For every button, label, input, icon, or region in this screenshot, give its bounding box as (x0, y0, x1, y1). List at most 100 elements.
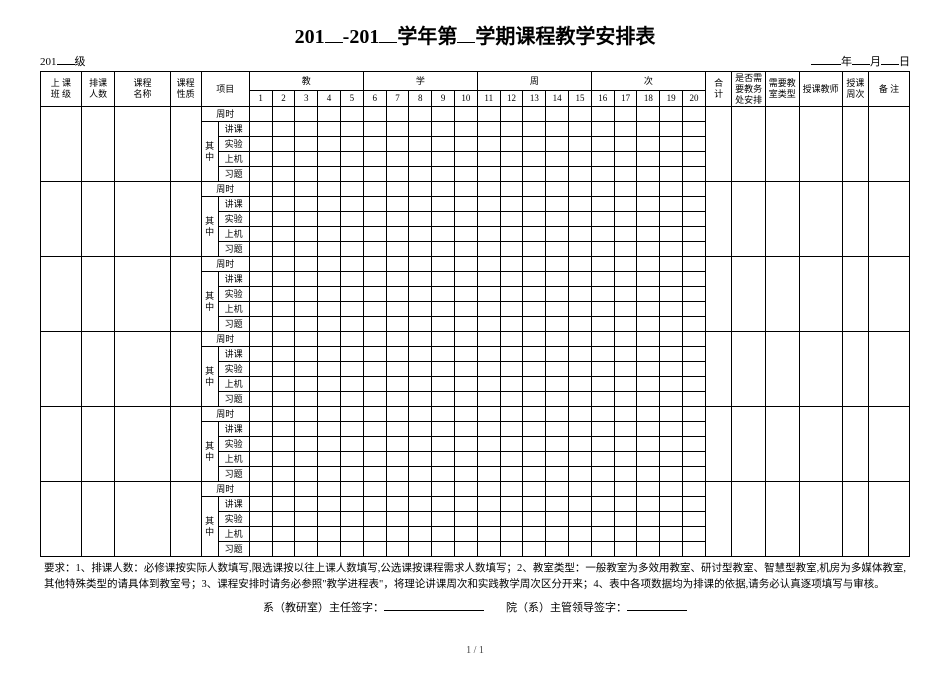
cell-week (591, 422, 614, 437)
cell-need (732, 182, 766, 257)
cell-week (591, 197, 614, 212)
cell-week (477, 452, 500, 467)
cell-week (500, 122, 523, 137)
cell-week (363, 197, 386, 212)
cell-week (500, 227, 523, 242)
cell-week (500, 197, 523, 212)
cell-week (569, 542, 592, 557)
cell-week (523, 122, 546, 137)
cell-week (249, 527, 272, 542)
cell-week (477, 212, 500, 227)
cell-week (386, 347, 409, 362)
cell-week (409, 302, 432, 317)
row-sub-1: 上机 (218, 227, 249, 242)
cell-count (81, 332, 115, 407)
cell-week (386, 272, 409, 287)
cell-week (432, 167, 455, 182)
cell-week (363, 317, 386, 332)
cell-week (683, 257, 706, 272)
cell-week (454, 392, 477, 407)
cell-week (591, 122, 614, 137)
row-zhoushi: 周时 (201, 332, 249, 347)
cell-week (272, 407, 295, 422)
cell-week (363, 302, 386, 317)
cell-count (81, 482, 115, 557)
cell-week (614, 272, 637, 287)
cell-week (272, 317, 295, 332)
cell-week (432, 122, 455, 137)
cell-week (477, 467, 500, 482)
cell-week (523, 302, 546, 317)
cell-week (523, 407, 546, 422)
cell-week (272, 482, 295, 497)
cell-week (295, 527, 318, 542)
cell-week (363, 482, 386, 497)
cell-week (432, 362, 455, 377)
row-sub-0: 实验 (218, 437, 249, 452)
cell-week (454, 497, 477, 512)
cell-week (546, 302, 569, 317)
cell-week (637, 542, 660, 557)
cell-week (546, 137, 569, 152)
cell-class (41, 407, 82, 482)
cell-week (614, 257, 637, 272)
cell-week (272, 392, 295, 407)
cell-week (363, 332, 386, 347)
cell-week (569, 302, 592, 317)
cell-week (386, 377, 409, 392)
cell-week (477, 287, 500, 302)
cell-week (591, 497, 614, 512)
cell-week (591, 107, 614, 122)
cell-week (546, 272, 569, 287)
cell-week (249, 422, 272, 437)
col-sum: 合计 (705, 72, 731, 107)
cell-week (249, 317, 272, 332)
cell-week (660, 242, 683, 257)
cell-week (591, 467, 614, 482)
cell-week (637, 212, 660, 227)
cell-week (500, 317, 523, 332)
cell-count (81, 107, 115, 182)
row-jiangke: 讲课 (218, 272, 249, 287)
cell-week (249, 182, 272, 197)
cell-week (477, 377, 500, 392)
cell-week (569, 512, 592, 527)
cell-week (500, 242, 523, 257)
title-mid: -201 (343, 26, 380, 48)
cell-week (409, 452, 432, 467)
cell-week (386, 467, 409, 482)
cell-week (477, 437, 500, 452)
cell-week (591, 257, 614, 272)
cell-week (546, 437, 569, 452)
cell-week (432, 542, 455, 557)
cell-week (295, 107, 318, 122)
cell-week (569, 107, 592, 122)
col-week-14: 14 (546, 91, 569, 107)
cell-week (637, 152, 660, 167)
col-week-group-0: 教 (249, 72, 363, 91)
cell-teacher (799, 332, 842, 407)
cell-week (318, 242, 341, 257)
col-need: 是否需要教务处安排 (732, 72, 766, 107)
cell-week (409, 137, 432, 152)
cell-week (386, 482, 409, 497)
cell-week (569, 422, 592, 437)
cell-nature (170, 482, 201, 557)
cell-week (546, 482, 569, 497)
cell-week (500, 362, 523, 377)
cell-week (249, 437, 272, 452)
cell-week (249, 452, 272, 467)
cell-week (569, 437, 592, 452)
cell-week (660, 392, 683, 407)
cell-week (546, 242, 569, 257)
cell-week (363, 527, 386, 542)
cell-week (295, 392, 318, 407)
cell-count (81, 257, 115, 332)
cell-week (340, 512, 363, 527)
cell-week (523, 137, 546, 152)
cell-week (477, 347, 500, 362)
cell-week (546, 347, 569, 362)
cell-week (500, 212, 523, 227)
hdr-left-suf: 级 (75, 56, 86, 68)
col-week-6: 6 (363, 91, 386, 107)
